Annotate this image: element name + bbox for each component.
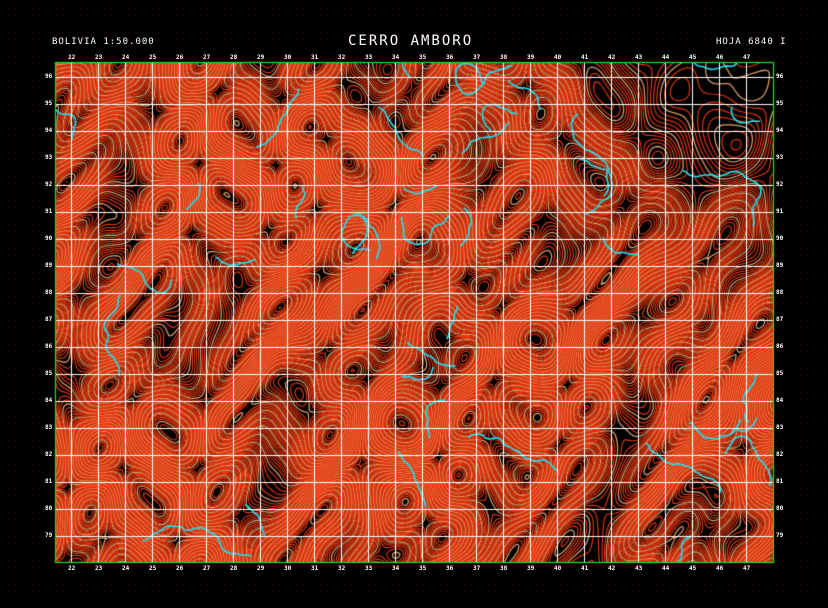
grid-label-right: 82 <box>776 451 784 458</box>
grid-label-top: 34 <box>392 54 400 61</box>
grid-label-bottom: 45 <box>689 565 697 572</box>
grid-label-bottom: 44 <box>662 565 670 572</box>
grid-label-right: 84 <box>776 397 784 404</box>
grid-label-bottom: 24 <box>122 565 130 572</box>
grid-label-bottom: 25 <box>149 565 157 572</box>
grid-label-top: 30 <box>284 54 292 61</box>
grid-label-right: 83 <box>776 424 784 431</box>
grid-label-left: 83 <box>45 424 53 431</box>
grid-label-bottom: 22 <box>68 565 76 572</box>
grid-label-right: 94 <box>776 127 784 134</box>
grid-label-left: 94 <box>45 127 53 134</box>
grid-label-top: 42 <box>608 54 616 61</box>
grid-label-bottom: 37 <box>473 565 481 572</box>
grid-label-right: 95 <box>776 100 784 107</box>
grid-label-top: 39 <box>527 54 535 61</box>
map-title: CERRO AMBORO <box>348 33 474 49</box>
grid-label-bottom: 34 <box>392 565 400 572</box>
grid-label-bottom: 40 <box>554 565 562 572</box>
grid-label-top: 22 <box>68 54 76 61</box>
grid-label-right: 90 <box>776 235 784 242</box>
grid-label-left: 86 <box>45 343 53 350</box>
grid-label-right: 79 <box>776 532 784 539</box>
grid-label-bottom: 23 <box>95 565 103 572</box>
grid-label-right: 96 <box>776 73 784 80</box>
grid-label-right: 92 <box>776 181 784 188</box>
grid-label-left: 90 <box>45 235 53 242</box>
grid-label-left: 88 <box>45 289 53 296</box>
grid-label-top: 31 <box>311 54 319 61</box>
grid-label-right: 88 <box>776 289 784 296</box>
grid-label-top: 28 <box>230 54 238 61</box>
grid-label-left: 82 <box>45 451 53 458</box>
grid-label-bottom: 47 <box>743 565 751 572</box>
grid-label-top: 33 <box>365 54 373 61</box>
grid-label-top: 26 <box>176 54 184 61</box>
grid-label-top: 36 <box>446 54 454 61</box>
grid-label-top: 45 <box>689 54 697 61</box>
grid-label-bottom: 46 <box>716 565 724 572</box>
grid-label-bottom: 27 <box>203 565 211 572</box>
grid-label-top: 46 <box>716 54 724 61</box>
grid-label-bottom: 42 <box>608 565 616 572</box>
grid-label-top: 37 <box>473 54 481 61</box>
grid-label-top: 43 <box>635 54 643 61</box>
grid-label-bottom: 26 <box>176 565 184 572</box>
grid-label-left: 84 <box>45 397 53 404</box>
grid-label-right: 87 <box>776 316 784 323</box>
grid-label-left: 85 <box>45 370 53 377</box>
grid-label-top: 47 <box>743 54 751 61</box>
grid-label-right: 89 <box>776 262 784 269</box>
grid-label-left: 89 <box>45 262 53 269</box>
grid-label-top: 24 <box>122 54 130 61</box>
grid-label-right: 91 <box>776 208 784 215</box>
grid-label-top: 35 <box>419 54 427 61</box>
grid-label-top: 38 <box>500 54 508 61</box>
grid-label-left: 80 <box>45 505 53 512</box>
grid-label-bottom: 38 <box>500 565 508 572</box>
grid-label-left: 95 <box>45 100 53 107</box>
grid-label-left: 79 <box>45 532 53 539</box>
grid-label-bottom: 31 <box>311 565 319 572</box>
grid-label-bottom: 43 <box>635 565 643 572</box>
grid-label-left: 92 <box>45 181 53 188</box>
grid-label-left: 93 <box>45 154 53 161</box>
grid-label-top: 27 <box>203 54 211 61</box>
grid-label-right: 86 <box>776 343 784 350</box>
grid-label-top: 23 <box>95 54 103 61</box>
grid-label-top: 44 <box>662 54 670 61</box>
grid-label-bottom: 29 <box>257 565 265 572</box>
grid-label-top: 32 <box>338 54 346 61</box>
grid-label-bottom: 35 <box>419 565 427 572</box>
grid-label-right: 81 <box>776 478 784 485</box>
grid-label-bottom: 39 <box>527 565 535 572</box>
grid-label-left: 91 <box>45 208 53 215</box>
grid-label-top: 41 <box>581 54 589 61</box>
grid-label-bottom: 30 <box>284 565 292 572</box>
grid-label-left: 96 <box>45 73 53 80</box>
grid-label-top: 29 <box>257 54 265 61</box>
grid-label-bottom: 36 <box>446 565 454 572</box>
grid-label-bottom: 33 <box>365 565 373 572</box>
grid-label-right: 85 <box>776 370 784 377</box>
grid-label-right: 80 <box>776 505 784 512</box>
grid-label-left: 87 <box>45 316 53 323</box>
map-region-scale-label: BOLIVIA 1:50.000 <box>52 37 155 47</box>
grid-label-bottom: 41 <box>581 565 589 572</box>
grid-label-bottom: 32 <box>338 565 346 572</box>
grid-label-top: 25 <box>149 54 157 61</box>
grid-label-left: 81 <box>45 478 53 485</box>
grid-label-bottom: 28 <box>230 565 238 572</box>
grid-label-right: 93 <box>776 154 784 161</box>
sheet-number-label: HOJA 6840 I <box>716 37 787 47</box>
grid-label-top: 40 <box>554 54 562 61</box>
